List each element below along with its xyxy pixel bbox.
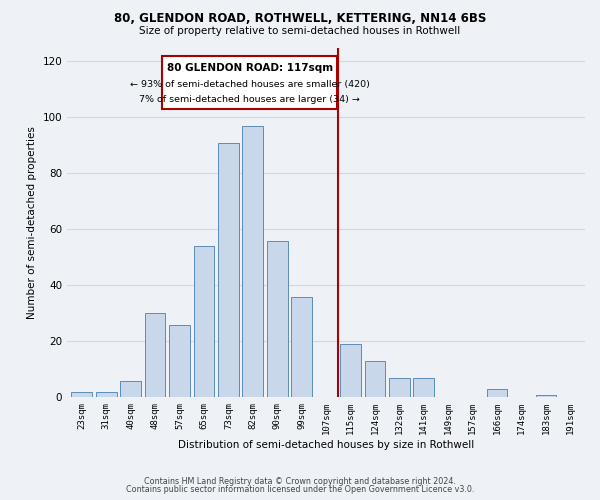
- Text: Contains public sector information licensed under the Open Government Licence v3: Contains public sector information licen…: [126, 485, 474, 494]
- Bar: [169, 324, 190, 398]
- Bar: [218, 142, 239, 398]
- Y-axis label: Number of semi-detached properties: Number of semi-detached properties: [27, 126, 37, 319]
- Bar: [413, 378, 434, 398]
- Bar: [389, 378, 410, 398]
- Text: 7% of semi-detached houses are larger (34) →: 7% of semi-detached houses are larger (3…: [139, 95, 360, 104]
- Bar: [194, 246, 214, 398]
- Bar: [242, 126, 263, 398]
- Bar: [71, 392, 92, 398]
- Bar: [120, 380, 141, 398]
- Bar: [365, 361, 385, 398]
- Text: 80, GLENDON ROAD, ROTHWELL, KETTERING, NN14 6BS: 80, GLENDON ROAD, ROTHWELL, KETTERING, N…: [114, 12, 486, 26]
- Text: 80 GLENDON ROAD: 117sqm: 80 GLENDON ROAD: 117sqm: [167, 63, 333, 73]
- Bar: [145, 314, 166, 398]
- X-axis label: Distribution of semi-detached houses by size in Rothwell: Distribution of semi-detached houses by …: [178, 440, 474, 450]
- Text: Contains HM Land Registry data © Crown copyright and database right 2024.: Contains HM Land Registry data © Crown c…: [144, 477, 456, 486]
- Bar: [536, 394, 556, 398]
- Bar: [96, 392, 116, 398]
- Bar: [340, 344, 361, 398]
- Text: Size of property relative to semi-detached houses in Rothwell: Size of property relative to semi-detach…: [139, 26, 461, 36]
- Bar: [487, 389, 508, 398]
- FancyBboxPatch shape: [163, 56, 337, 109]
- Text: ← 93% of semi-detached houses are smaller (420): ← 93% of semi-detached houses are smalle…: [130, 80, 370, 88]
- Bar: [291, 296, 312, 398]
- Bar: [267, 240, 287, 398]
